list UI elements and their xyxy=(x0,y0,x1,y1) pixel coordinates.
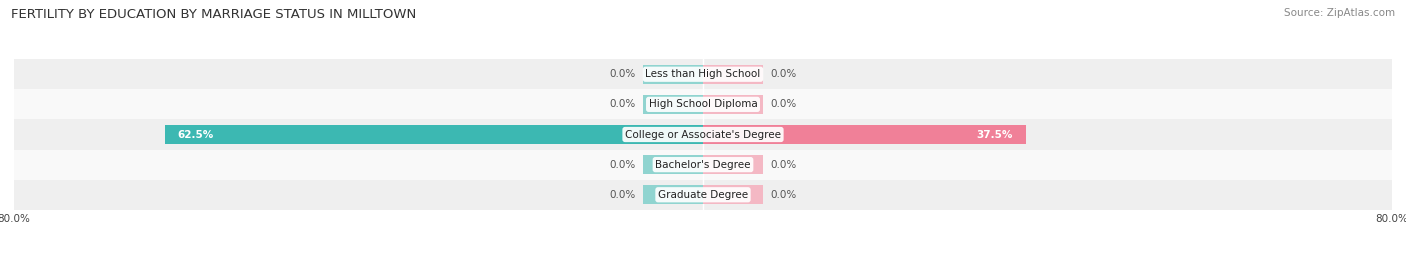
Bar xyxy=(14,89,1392,119)
Text: Graduate Degree: Graduate Degree xyxy=(658,190,748,200)
Text: Bachelor's Degree: Bachelor's Degree xyxy=(655,160,751,170)
Bar xyxy=(165,125,703,144)
Bar xyxy=(643,185,703,204)
Text: Source: ZipAtlas.com: Source: ZipAtlas.com xyxy=(1284,8,1395,18)
Bar xyxy=(703,125,1026,144)
Text: 62.5%: 62.5% xyxy=(177,129,214,140)
Text: 0.0%: 0.0% xyxy=(770,69,796,79)
Bar xyxy=(14,150,1392,180)
Text: Less than High School: Less than High School xyxy=(645,69,761,79)
Bar xyxy=(14,119,1392,150)
Bar xyxy=(14,59,1392,89)
Text: 0.0%: 0.0% xyxy=(770,160,796,170)
Text: 0.0%: 0.0% xyxy=(770,190,796,200)
Text: 0.0%: 0.0% xyxy=(610,160,636,170)
Text: FERTILITY BY EDUCATION BY MARRIAGE STATUS IN MILLTOWN: FERTILITY BY EDUCATION BY MARRIAGE STATU… xyxy=(11,8,416,21)
Bar xyxy=(643,65,703,84)
Bar xyxy=(643,95,703,114)
Text: High School Diploma: High School Diploma xyxy=(648,99,758,109)
Text: College or Associate's Degree: College or Associate's Degree xyxy=(626,129,780,140)
Bar xyxy=(703,185,763,204)
Text: 37.5%: 37.5% xyxy=(977,129,1012,140)
Bar xyxy=(703,65,763,84)
Text: 0.0%: 0.0% xyxy=(610,69,636,79)
Text: 0.0%: 0.0% xyxy=(610,99,636,109)
Bar xyxy=(703,95,763,114)
Text: 0.0%: 0.0% xyxy=(770,99,796,109)
Bar xyxy=(14,180,1392,210)
Bar xyxy=(703,155,763,174)
Bar xyxy=(643,155,703,174)
Text: 0.0%: 0.0% xyxy=(610,190,636,200)
Legend: Married, Unmarried: Married, Unmarried xyxy=(616,264,790,269)
